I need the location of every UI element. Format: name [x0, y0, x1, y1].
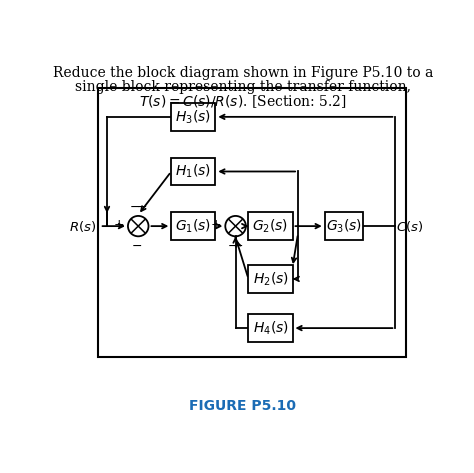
- Text: $+$: $+$: [210, 218, 222, 231]
- Text: $-$: $-$: [128, 200, 140, 213]
- Text: $H_1(s)$: $H_1(s)$: [175, 163, 211, 180]
- Text: $H_2(s)$: $H_2(s)$: [253, 270, 288, 288]
- Bar: [248, 315, 292, 342]
- Text: Reduce the block diagram shown in Figure P5.10 to a: Reduce the block diagram shown in Figure…: [53, 66, 433, 80]
- Bar: [171, 103, 215, 131]
- Text: FIGURE P5.10: FIGURE P5.10: [190, 399, 296, 413]
- Text: single block representing the transfer function,: single block representing the transfer f…: [75, 80, 411, 94]
- Text: $G_3(s)$: $G_3(s)$: [326, 218, 362, 235]
- Bar: [171, 158, 215, 185]
- Text: $-$: $-$: [136, 200, 147, 213]
- Bar: [98, 88, 406, 357]
- Bar: [248, 265, 292, 293]
- Text: $G_1(s)$: $G_1(s)$: [175, 218, 211, 235]
- Bar: [325, 212, 363, 240]
- Text: $-$: $-$: [131, 239, 142, 252]
- Text: $C(s)$: $C(s)$: [396, 219, 424, 234]
- Text: $R(s)$: $R(s)$: [69, 219, 96, 234]
- Text: $+$: $+$: [113, 218, 124, 231]
- Bar: [171, 212, 215, 240]
- Text: $H_3(s)$: $H_3(s)$: [175, 108, 211, 125]
- Text: $H_4(s)$: $H_4(s)$: [253, 319, 288, 337]
- Text: $T(s) = C(s)/R(s)$. [Section: 5.2]: $T(s) = C(s)/R(s)$. [Section: 5.2]: [139, 94, 346, 110]
- Text: $G_2(s)$: $G_2(s)$: [252, 218, 289, 235]
- Text: $-$: $-$: [227, 239, 238, 252]
- Text: $-$: $-$: [232, 239, 243, 252]
- Bar: [248, 212, 292, 240]
